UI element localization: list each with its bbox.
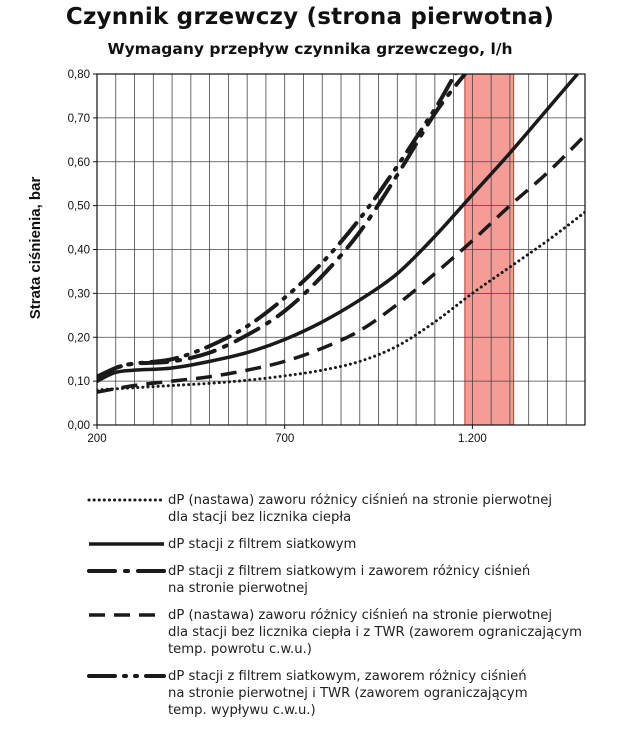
x-tick-label: 200 [87, 433, 106, 445]
y-tick-label: 0,50 [68, 201, 90, 213]
y-tick-label: 0,60 [68, 157, 90, 169]
legend-swatch [86, 492, 168, 508]
x-tick-label: 1.200 [458, 433, 487, 445]
legend-swatch [86, 563, 168, 579]
legend-swatch [86, 607, 168, 623]
y-tick-label: 0,40 [68, 245, 90, 257]
series-line-4 [97, 134, 585, 394]
y-tick-label: 0,20 [68, 332, 90, 344]
legend-label: dP (nastawa) zaworu różnicy ciśnień na s… [168, 608, 582, 657]
legend: dP (nastawa) zaworu różnicy ciśnień na s… [86, 492, 616, 729]
chart-svg: 0,00 0,10 0,20 0,30 0,40 0,50 0,60 0,70 0,80 200 7… [27, 69, 586, 445]
legend-label: dP stacji z filtrem siatkowym, zaworem r… [168, 669, 528, 718]
legend-item: dP (nastawa) zaworu różnicy ciśnień na s… [86, 607, 616, 658]
y-tick-label: 0,80 [68, 69, 90, 81]
y-axis-label: Strata ciśnienia, bar [27, 177, 44, 320]
series-line-2 [97, 74, 579, 383]
legend-item: dP stacji z filtrem siatkowym [86, 536, 616, 553]
x-tick-label: 700 [275, 433, 294, 445]
series-line-3 [97, 74, 467, 384]
chart-subtitle: Wymagany przepływ czynnika grzewczego, l… [107, 40, 513, 58]
y-tick-label: 0,00 [68, 420, 90, 432]
legend-label: dP stacji z filtrem siatkowym [168, 537, 357, 552]
legend-label: dP (nastawa) zaworu różnicy ciśnień na s… [168, 493, 553, 525]
legend-label: dP stacji z filtrem siatkowym i zaworem … [168, 564, 531, 596]
chart-title: Czynnik grzewczy (strona pierwotna) [65, 4, 555, 30]
legend-swatch [86, 668, 168, 684]
legend-item: dP stacji z filtrem siatkowym i zaworem … [86, 563, 616, 597]
series-line-5 [97, 74, 501, 379]
legend-item: dP (nastawa) zaworu różnicy ciśnień na s… [86, 492, 616, 526]
legend-swatch [86, 536, 168, 552]
y-tick-label: 0,10 [68, 376, 90, 388]
y-tick-label: 0,30 [68, 288, 90, 300]
series-line-1 [97, 210, 585, 392]
y-tick-label: 0,70 [68, 113, 90, 125]
legend-item: dP stacji z filtrem siatkowym, zaworem r… [86, 668, 616, 719]
